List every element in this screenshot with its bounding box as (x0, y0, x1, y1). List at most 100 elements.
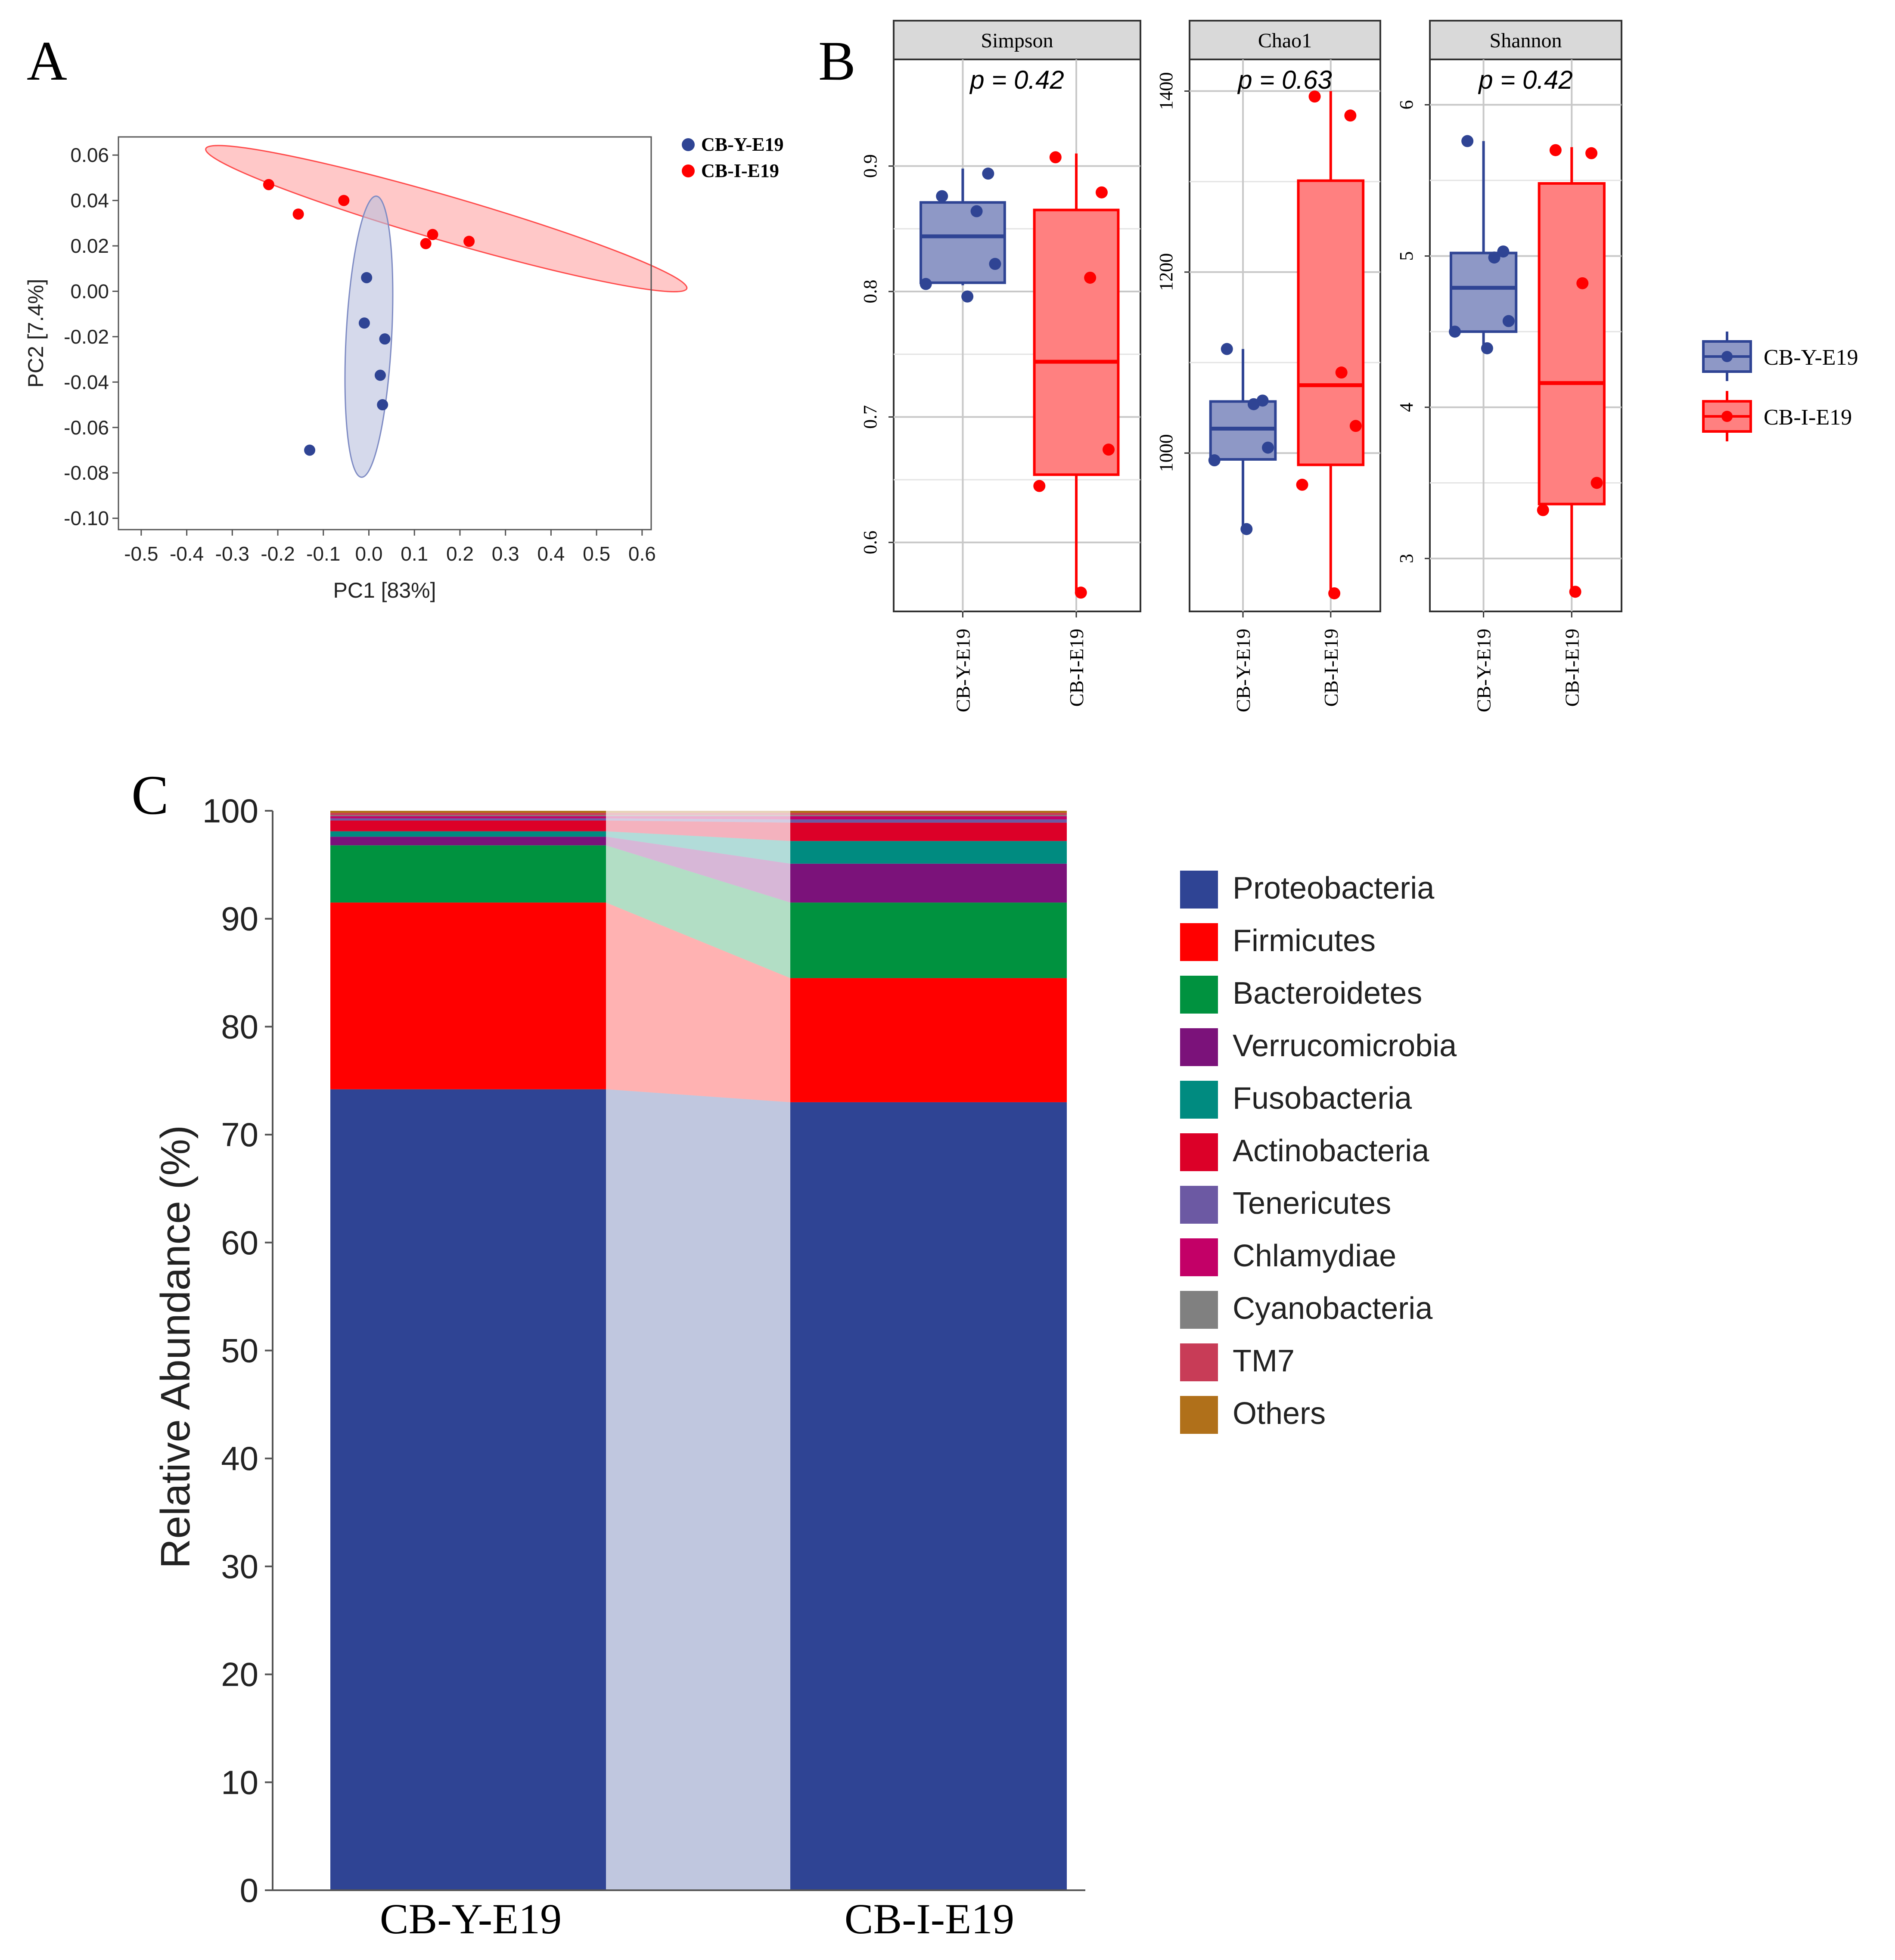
panel-label-c: C (131, 764, 169, 826)
pcoa-point-cb-i-e19 (463, 236, 475, 247)
pcoa-point-cb-y-e19 (377, 399, 388, 411)
composition-bar-segment-others (790, 811, 1067, 813)
chao1-y-tick-label: 1400 (1156, 72, 1177, 110)
composition-legend-label-chlamydiae: Chlamydiae (1233, 1239, 1396, 1273)
pcoa-legend-marker-i (682, 164, 695, 177)
pcoa-x-tick-label: 0.2 (446, 543, 474, 565)
panel-label-a: A (27, 30, 67, 92)
composition-bar-segment-firmicutes (790, 978, 1067, 1102)
pcoa-legend-label-i: CB-I-E19 (701, 160, 779, 181)
pcoa-ellipse-cb-y-e19 (344, 195, 394, 478)
pcoa-x-tick-label: -0.5 (124, 543, 158, 565)
pcoa-x-tick-label: -0.4 (170, 543, 204, 565)
chao1-point-cb-i-e19 (1344, 109, 1357, 122)
shannon-point-cb-y-e19 (1481, 342, 1493, 354)
simpson-point-cb-y-e19 (989, 257, 1001, 270)
shannon-point-cb-y-e19 (1497, 245, 1510, 258)
composition-y-tick-label: 90 (221, 900, 258, 938)
composition-link-others (606, 811, 790, 813)
pcoa-x-tick-label: -0.2 (261, 543, 295, 565)
composition-link-actinobacteria (606, 820, 790, 841)
composition-category-label-y: CB-Y-E19 (380, 1895, 562, 1943)
pcoa-y-tick-label: -0.04 (64, 371, 109, 393)
simpson-point-cb-y-e19 (961, 290, 974, 303)
simpson-box-cb-y-e19 (920, 201, 1006, 284)
composition-bar-segment-actinobacteria (790, 822, 1067, 841)
pcoa-x-tick-label: 0.4 (537, 543, 565, 565)
composition-legend: Proteobacteria Firmicutes Bacteroidetes Ver… (1180, 871, 1457, 1434)
composition-y-axis-title: Relative Abundance (%) (152, 1125, 199, 1569)
composition-link-tm7 (606, 813, 790, 816)
pcoa-y-tick-label: -0.08 (64, 462, 109, 484)
shannon-point-cb-i-e19 (1591, 477, 1603, 489)
chao1-strip (1189, 20, 1381, 60)
composition-y-tick-label: 30 (221, 1548, 258, 1585)
shannon-strip (1429, 20, 1622, 60)
composition-y-tick-label: 40 (221, 1439, 258, 1477)
simpson-point-cb-i-e19 (1103, 443, 1115, 456)
simpson-point-cb-i-e19 (1049, 151, 1062, 164)
composition-y-tick-label: 50 (221, 1332, 258, 1370)
pcoa-ellipse-cb-i-e19 (205, 145, 688, 293)
simpson-point-cb-i-e19 (1075, 586, 1087, 599)
chao1-y-tick-label: 1200 (1156, 253, 1177, 291)
composition-bar-segment-tm7 (790, 813, 1067, 816)
composition-legend-label-others: Others (1233, 1396, 1326, 1431)
composition-link-tenericutes (606, 818, 790, 823)
simpson-point-cb-i-e19 (1084, 271, 1097, 284)
pcoa-y-tick-label: -0.06 (64, 416, 109, 439)
chao1-y-tick-label: 1000 (1156, 434, 1177, 472)
composition-chart: 0 10 20 30 40 50 60 70 80 90 100 CB-Y-E19 CB-I-E19… (152, 792, 1457, 1943)
pcoa-point-cb-y-e19 (358, 317, 370, 329)
chao1-point-cb-i-e19 (1335, 366, 1348, 379)
pcoa-point-cb-i-e19 (292, 208, 304, 220)
composition-bar-segment-tenericutes (790, 819, 1067, 823)
pcoa-point-cb-i-e19 (338, 195, 350, 206)
shannon-y-tick-label: 3 (1396, 554, 1417, 563)
composition-bar-segment-proteobacteria (790, 1102, 1067, 1890)
chao1-point-cb-i-e19 (1308, 90, 1321, 103)
simpson-point-cb-y-e19 (970, 205, 983, 217)
composition-legend-label-firmicutes: Firmicutes (1233, 924, 1376, 958)
composition-bar-segment-tenericutes (330, 818, 606, 821)
pcoa-legend-marker-y (682, 138, 695, 151)
shannon-strip-title: Shannon (1490, 29, 1562, 52)
composition-bar-segment-actinobacteria (330, 820, 606, 831)
composition-legend-label-cyanobacteria: Cyanobacteria (1233, 1291, 1433, 1326)
shannon-point-cb-i-e19 (1576, 277, 1589, 289)
composition-legend-label-verrucomicrobia: Verrucomicrobia (1233, 1029, 1457, 1063)
chao1-point-cb-i-e19 (1296, 478, 1308, 491)
chao1-point-cb-i-e19 (1349, 420, 1362, 432)
composition-bar-segment-chlamydiae (790, 816, 1067, 820)
shannon-category-label: CB-I-E19 (1561, 629, 1583, 707)
simpson-category-label: CB-I-E19 (1066, 629, 1087, 707)
chao1-point-cb-y-e19 (1262, 441, 1274, 454)
simpson-boxplot: Simpson 0.6 0.7 0.8 0.9 p = 0.42 CB-Y-E19 CB-I-… (860, 20, 1141, 712)
chao1-p-value: p = 0.63 (1237, 65, 1332, 94)
composition-legend-swatch-chlamydiae (1180, 1238, 1218, 1276)
pcoa-y-tick-label: 0.06 (70, 144, 109, 166)
pcoa-y-axis-title: PC2 [7.4%] (24, 279, 48, 388)
pcoa-y-tick-label: 0.04 (70, 189, 109, 212)
composition-bar-segment-chlamydiae (330, 816, 606, 819)
composition-legend-swatch-fusobacteria (1180, 1081, 1218, 1119)
chao1-point-cb-y-e19 (1208, 454, 1221, 467)
simpson-p-value: p = 0.42 (969, 65, 1064, 94)
composition-legend-swatch-actinobacteria (1180, 1133, 1218, 1171)
pcoa-point-cb-y-e19 (304, 444, 316, 456)
composition-bar-segment-others (330, 811, 606, 813)
chao1-category-label: CB-I-E19 (1320, 629, 1342, 707)
simpson-point-cb-y-e19 (982, 167, 994, 180)
composition-y-tick-label: 60 (221, 1224, 258, 1262)
shannon-point-cb-y-e19 (1449, 326, 1461, 338)
pcoa-chart: -0.5 -0.4 -0.3 -0.2 -0.1 0.0 0.1 0.2 0.3 0.4 0.5 0.… (24, 134, 784, 602)
composition-legend-swatch-firmicutes (1180, 923, 1218, 961)
composition-legend-swatch-tm7 (1180, 1343, 1218, 1381)
composition-legend-label-bacteroidetes: Bacteroidetes (1233, 976, 1422, 1011)
boxplot-legend-dot-i (1721, 411, 1733, 422)
shannon-category-label: CB-Y-E19 (1473, 629, 1495, 712)
composition-category-label-i: CB-I-E19 (845, 1895, 1014, 1943)
composition-link-firmicutes (606, 902, 790, 1102)
chao1-category-label: CB-Y-E19 (1232, 629, 1254, 712)
